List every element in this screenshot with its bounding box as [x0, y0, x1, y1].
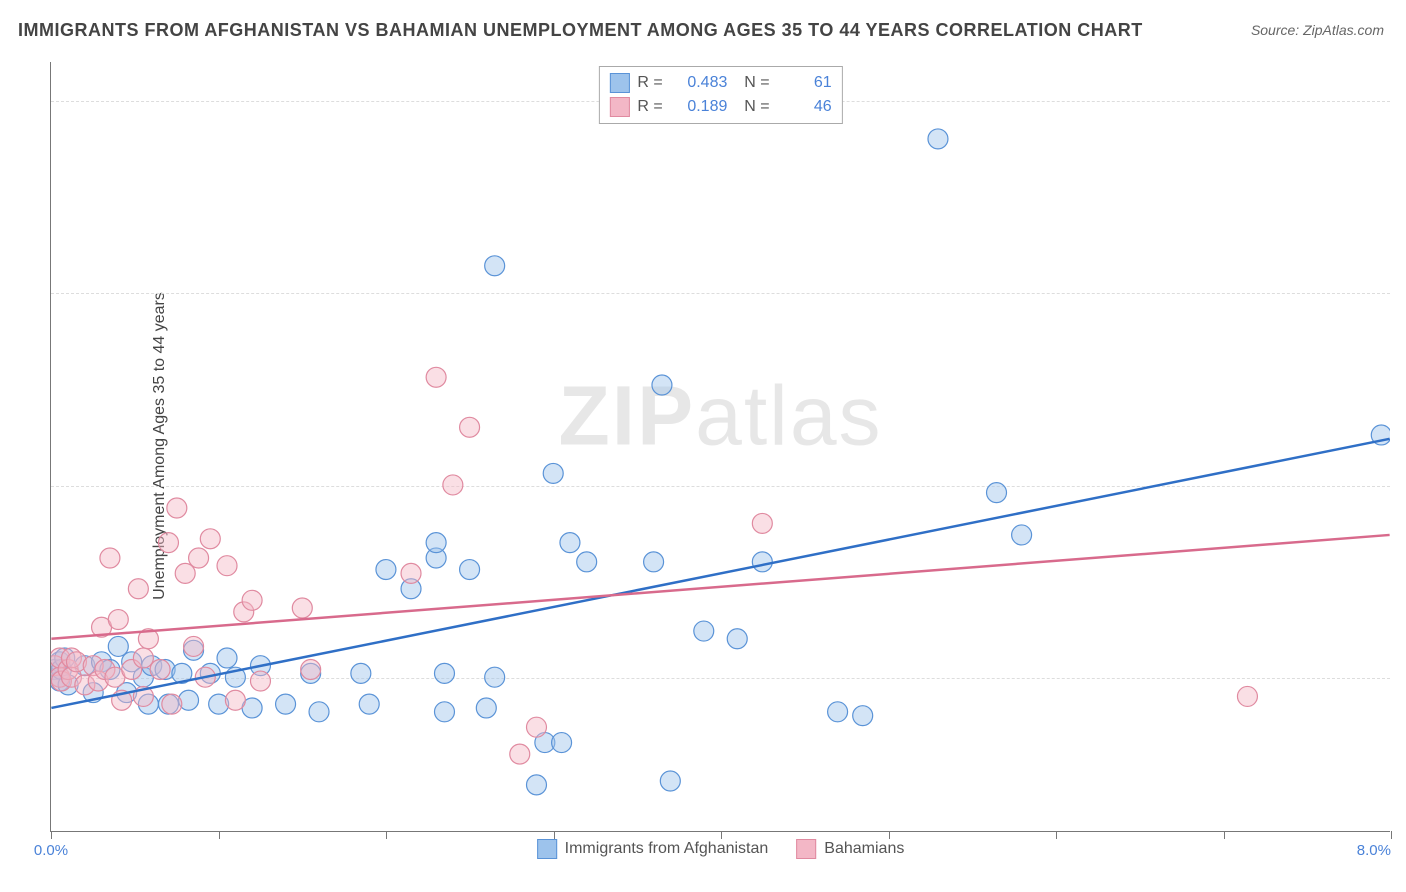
legend-swatch-0b: [537, 839, 557, 859]
legend-stats-row-0: R = 0.483 N = 61: [609, 71, 831, 95]
x-tick: [1391, 831, 1392, 839]
x-tick: [721, 831, 722, 839]
legend-r-label: R =: [637, 98, 665, 116]
legend-n-label: N =: [735, 74, 769, 92]
chart-title: IMMIGRANTS FROM AFGHANISTAN VS BAHAMIAN …: [18, 20, 1143, 41]
legend-series-label-1: Bahamians: [824, 840, 904, 858]
legend-r-value-1: 0.189: [673, 98, 727, 116]
trend-line: [51, 535, 1389, 639]
legend-n-label: N =: [735, 98, 769, 116]
legend-series: Immigrants from Afghanistan Bahamians: [537, 839, 905, 859]
plot-area: ZIPatlas R = 0.483 N = 61 R = 0.189 N = …: [50, 62, 1390, 832]
y-tick-label: 5.0%: [1398, 670, 1406, 687]
x-tick: [1056, 831, 1057, 839]
legend-n-value-0: 61: [778, 74, 832, 92]
legend-stats: R = 0.483 N = 61 R = 0.189 N = 46: [598, 66, 842, 124]
x-tick: [1224, 831, 1225, 839]
x-tick-label: 0.0%: [34, 842, 68, 859]
legend-stats-row-1: R = 0.189 N = 46: [609, 95, 831, 119]
x-tick: [889, 831, 890, 839]
legend-series-label-0: Immigrants from Afghanistan: [565, 840, 769, 858]
legend-series-item-0: Immigrants from Afghanistan: [537, 839, 769, 859]
y-tick-label: 20.0%: [1398, 92, 1406, 109]
legend-r-value-0: 0.483: [673, 74, 727, 92]
x-tick: [219, 831, 220, 839]
legend-swatch-1b: [796, 839, 816, 859]
legend-r-label: R =: [637, 74, 665, 92]
legend-n-value-1: 46: [778, 98, 832, 116]
x-tick: [554, 831, 555, 839]
legend-series-item-1: Bahamians: [796, 839, 904, 859]
y-tick-label: 10.0%: [1398, 477, 1406, 494]
legend-swatch-1: [609, 97, 629, 117]
source-label: Source: ZipAtlas.com: [1251, 22, 1384, 38]
trend-lines-layer: [51, 62, 1390, 831]
y-tick-label: 15.0%: [1398, 285, 1406, 302]
x-tick: [51, 831, 52, 839]
legend-swatch-0: [609, 73, 629, 93]
trend-line: [51, 439, 1389, 708]
x-tick: [386, 831, 387, 839]
x-tick-label: 8.0%: [1357, 842, 1391, 859]
chart-container: IMMIGRANTS FROM AFGHANISTAN VS BAHAMIAN …: [0, 0, 1406, 892]
